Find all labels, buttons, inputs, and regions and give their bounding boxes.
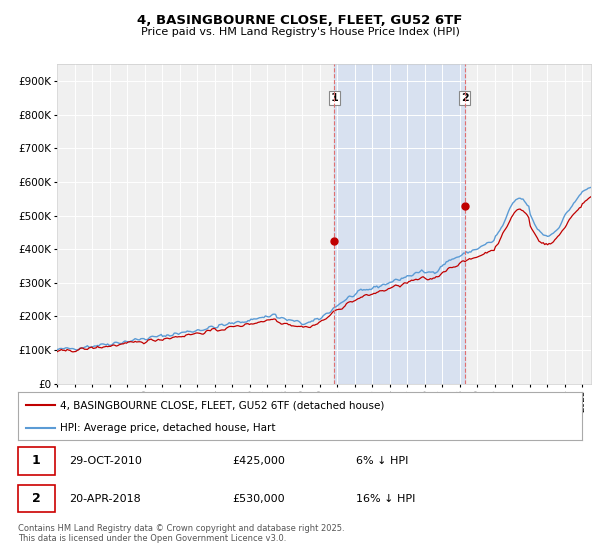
Text: 4, BASINGBOURNE CLOSE, FLEET, GU52 6TF (detached house): 4, BASINGBOURNE CLOSE, FLEET, GU52 6TF (… [60, 400, 385, 410]
Text: 16% ↓ HPI: 16% ↓ HPI [356, 494, 416, 504]
Text: Price paid vs. HM Land Registry's House Price Index (HPI): Price paid vs. HM Land Registry's House … [140, 27, 460, 37]
Text: 1: 1 [330, 93, 338, 103]
Text: 29-OCT-2010: 29-OCT-2010 [69, 456, 142, 466]
Text: Contains HM Land Registry data © Crown copyright and database right 2025.
This d: Contains HM Land Registry data © Crown c… [18, 524, 344, 543]
Text: 20-APR-2018: 20-APR-2018 [69, 494, 140, 504]
Text: HPI: Average price, detached house, Hart: HPI: Average price, detached house, Hart [60, 423, 276, 433]
Text: 2: 2 [461, 93, 469, 103]
Text: £425,000: £425,000 [232, 456, 285, 466]
FancyBboxPatch shape [18, 485, 55, 512]
Text: 2: 2 [32, 492, 41, 505]
FancyBboxPatch shape [18, 447, 55, 474]
Text: £530,000: £530,000 [232, 494, 285, 504]
Bar [334, 64, 465, 384]
Text: 6% ↓ HPI: 6% ↓ HPI [356, 456, 409, 466]
Text: 4, BASINGBOURNE CLOSE, FLEET, GU52 6TF: 4, BASINGBOURNE CLOSE, FLEET, GU52 6TF [137, 14, 463, 27]
Text: 1: 1 [32, 454, 41, 468]
